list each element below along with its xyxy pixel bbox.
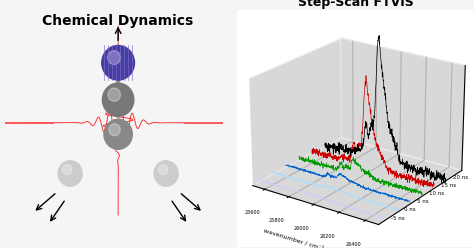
Text: Chemical Dynamics: Chemical Dynamics (43, 14, 194, 28)
Circle shape (102, 45, 135, 80)
X-axis label: wavenumber / cm⁻¹: wavenumber / cm⁻¹ (263, 228, 324, 248)
Title: Step-Scan FTVIS: Step-Scan FTVIS (298, 0, 413, 9)
Circle shape (104, 119, 132, 149)
Circle shape (109, 124, 120, 136)
Circle shape (108, 51, 120, 64)
Circle shape (154, 161, 178, 186)
Circle shape (158, 165, 168, 175)
Circle shape (102, 83, 134, 116)
Circle shape (63, 165, 72, 175)
Circle shape (58, 161, 82, 186)
Circle shape (108, 88, 120, 101)
